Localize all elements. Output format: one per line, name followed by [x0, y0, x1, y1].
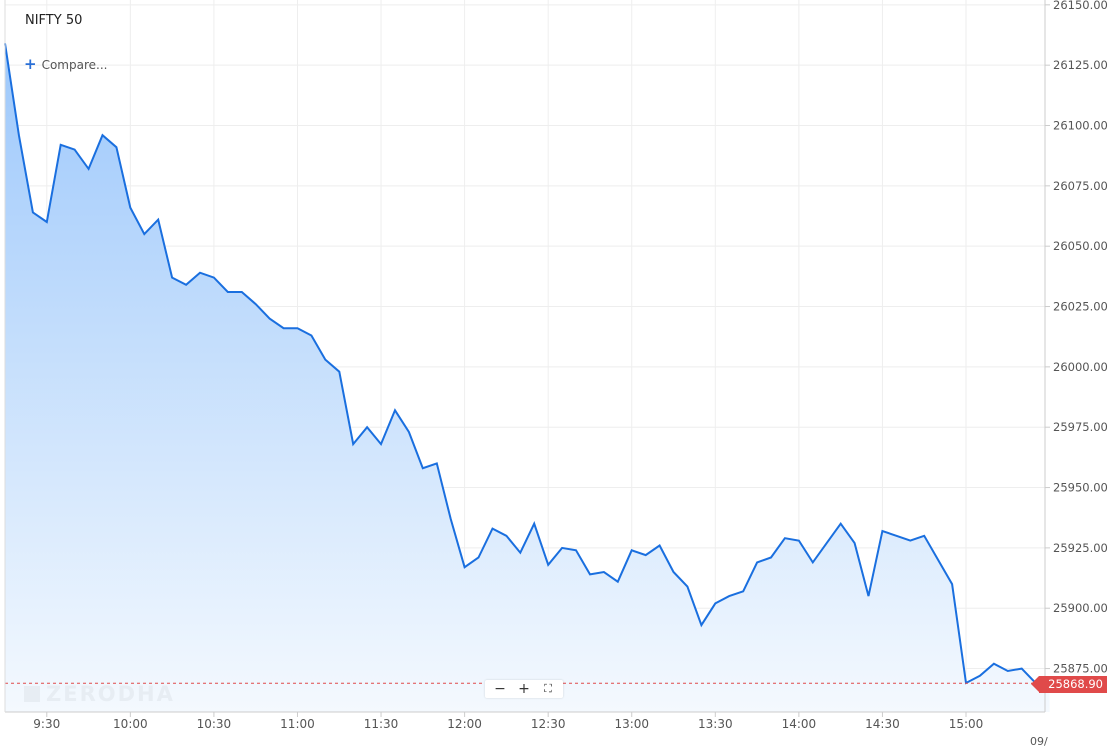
y-tick-label: 25900.00	[1053, 601, 1108, 615]
zoom-controls: − + ⛶	[485, 680, 563, 698]
x-tick-label: 10:30	[197, 717, 232, 731]
x-tick-label: 14:30	[865, 717, 900, 731]
compare-button[interactable]: + Compare...	[24, 55, 107, 73]
x-trailing-date-label: 09/	[1030, 735, 1048, 748]
x-tick-label: 15:00	[949, 717, 984, 731]
zerodha-watermark: ZERODHA	[24, 682, 175, 706]
x-tick-label: 9:30	[33, 717, 60, 731]
plus-icon: +	[24, 55, 37, 73]
compare-label: Compare...	[41, 58, 108, 72]
x-tick-label: 14:00	[782, 717, 817, 731]
y-tick-label: 26050.00	[1053, 239, 1108, 253]
zoom-out-button[interactable]: −	[494, 681, 506, 697]
x-tick-label: 12:00	[447, 717, 482, 731]
zoom-in-button[interactable]: +	[518, 681, 530, 697]
x-tick-label: 11:30	[364, 717, 399, 731]
y-tick-label: 25875.00	[1053, 662, 1108, 676]
instrument-title: NIFTY 50	[25, 13, 83, 28]
zerodha-logo-icon	[24, 686, 40, 702]
price-line	[4, 43, 1050, 685]
x-tick-label: 13:30	[698, 717, 733, 731]
fullscreen-icon[interactable]: ⛶	[544, 682, 552, 695]
y-tick-label: 26075.00	[1053, 179, 1108, 193]
y-tick-label: 26125.00	[1053, 58, 1108, 72]
watermark-text: ZERODHA	[46, 682, 175, 706]
price-area-fill	[5, 43, 1050, 712]
x-tick-label: 10:00	[113, 717, 148, 731]
y-tick-label: 26150.00	[1053, 0, 1108, 12]
x-tick-label: 12:30	[531, 717, 566, 731]
y-tick-label: 25950.00	[1053, 481, 1108, 495]
last-price-badge: 25868.90	[1031, 676, 1107, 693]
y-tick-label: 25975.00	[1053, 420, 1108, 434]
x-tick-label: 13:00	[614, 717, 649, 731]
y-tick-label: 26100.00	[1053, 119, 1108, 133]
y-tick-label: 25925.00	[1053, 541, 1108, 555]
y-tick-label: 26025.00	[1053, 300, 1108, 314]
x-tick-label: 11:00	[280, 717, 315, 731]
y-tick-label: 26000.00	[1053, 360, 1108, 374]
